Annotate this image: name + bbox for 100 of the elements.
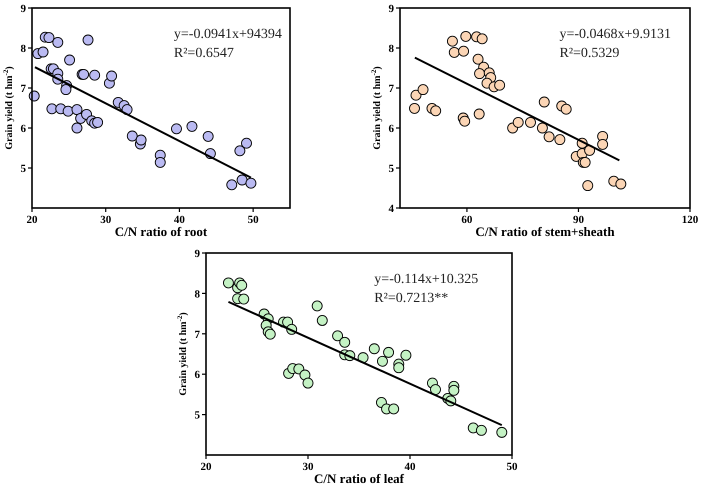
point xyxy=(496,426,508,438)
y-tick-label: 5 xyxy=(194,410,200,422)
y-tick-label: 8 xyxy=(388,43,394,55)
y-tick-label: 4 xyxy=(388,203,394,215)
point xyxy=(44,32,54,44)
point xyxy=(171,123,182,134)
point xyxy=(60,84,72,96)
y-tick-label: 5 xyxy=(388,163,394,175)
point xyxy=(226,179,238,190)
point xyxy=(525,116,536,128)
point xyxy=(458,46,470,57)
point xyxy=(241,138,252,149)
x-axis-title: C/N ratio of root xyxy=(114,224,208,239)
annotation: R²=0.5329 xyxy=(560,46,620,61)
point xyxy=(448,384,460,396)
y-tick-label: 6 xyxy=(388,123,394,135)
point xyxy=(106,70,118,82)
point xyxy=(368,343,380,354)
point xyxy=(472,54,484,65)
point xyxy=(92,116,104,128)
point xyxy=(238,294,250,305)
point xyxy=(234,145,246,156)
point xyxy=(538,96,550,108)
x-tick-label: 40 xyxy=(174,214,186,226)
point xyxy=(82,34,94,46)
point xyxy=(560,104,572,115)
point xyxy=(222,277,234,288)
point xyxy=(474,68,486,80)
y-tick-label: 7 xyxy=(194,328,200,341)
point xyxy=(377,356,388,367)
point xyxy=(136,134,147,146)
point xyxy=(245,178,256,189)
y-tick-label: 7 xyxy=(388,83,394,95)
x-axis-title: C/N ratio of leaf xyxy=(314,471,405,486)
point xyxy=(536,122,548,134)
point xyxy=(512,116,524,128)
x-tick-label: 120 xyxy=(682,214,699,226)
point xyxy=(476,33,488,44)
point xyxy=(236,174,248,186)
point xyxy=(154,156,166,168)
point xyxy=(410,90,422,101)
y-tick-label: 9 xyxy=(194,248,200,260)
x-tick-label: 40 xyxy=(404,461,416,473)
x-tick-label: 50 xyxy=(506,461,518,473)
point xyxy=(430,105,442,116)
point xyxy=(72,104,82,116)
point xyxy=(446,36,458,47)
point xyxy=(476,424,487,436)
x-tick-label: 20 xyxy=(200,461,212,473)
y-tick-label: 8 xyxy=(20,43,26,55)
x-tick-label: 60 xyxy=(461,214,473,226)
point xyxy=(448,46,460,58)
point xyxy=(409,102,420,114)
point xyxy=(582,180,594,192)
point xyxy=(459,116,470,127)
point xyxy=(46,103,58,114)
point xyxy=(388,403,400,414)
point xyxy=(299,370,310,380)
x-tick-label: 90 xyxy=(572,214,584,226)
point xyxy=(494,80,506,91)
point xyxy=(339,336,350,348)
point xyxy=(393,362,404,374)
x-axis-title: C/N ratio of stem+sheath xyxy=(475,224,616,239)
point xyxy=(89,70,100,81)
point xyxy=(264,328,276,340)
annotation: R²=0.7213** xyxy=(374,291,448,306)
point xyxy=(418,84,428,96)
annotation: y=-0.0941x+94394 xyxy=(174,27,282,42)
point xyxy=(400,350,412,361)
point xyxy=(38,46,49,58)
point xyxy=(316,315,328,326)
point xyxy=(474,108,485,120)
point xyxy=(312,300,323,312)
y-tick-label: 7 xyxy=(20,83,26,95)
annotation: y=-0.0468x+9.9131 xyxy=(560,27,671,42)
x-tick-label: 30 xyxy=(302,461,314,473)
point xyxy=(302,378,314,389)
point xyxy=(62,106,74,117)
point xyxy=(126,130,138,142)
point xyxy=(236,280,248,291)
y-tick-label: 9 xyxy=(388,3,394,15)
y-tick-label: 9 xyxy=(20,3,26,15)
point xyxy=(460,30,472,42)
point xyxy=(332,330,344,342)
x-tick-label: 30 xyxy=(100,214,112,226)
annotation: y=-0.114x+10.325 xyxy=(374,272,478,287)
x-tick-label: 20 xyxy=(26,214,38,226)
y-tick-label: 5 xyxy=(20,163,26,175)
annotation: R²=0.6547 xyxy=(174,46,234,61)
point xyxy=(64,54,76,66)
point xyxy=(544,131,555,142)
point xyxy=(383,346,394,358)
y-tick-label: 6 xyxy=(20,123,26,135)
point xyxy=(186,120,198,132)
x-tick-label: 50 xyxy=(248,214,260,226)
point xyxy=(597,138,608,150)
y-tick-label: 6 xyxy=(194,369,200,382)
point xyxy=(52,36,64,48)
point xyxy=(554,134,566,146)
point xyxy=(430,384,441,395)
